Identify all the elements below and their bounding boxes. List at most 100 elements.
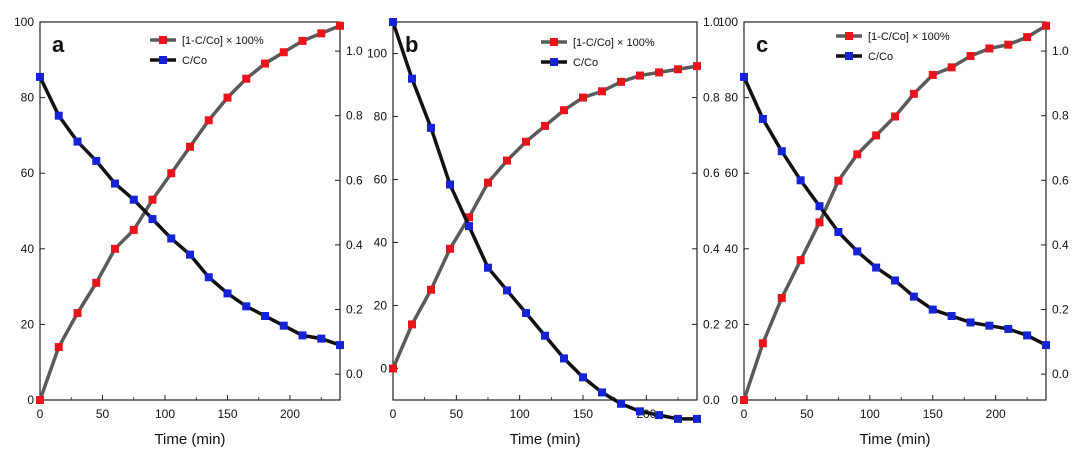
y-left-tick-label: 20 bbox=[21, 317, 35, 331]
data-point-c-co bbox=[446, 180, 454, 189]
data-point-c-co bbox=[740, 72, 748, 81]
data-point-c-co bbox=[54, 111, 63, 120]
data-point-c-co bbox=[966, 318, 975, 327]
y-left-tick-label: 80 bbox=[374, 110, 388, 124]
data-point-removal bbox=[186, 142, 194, 151]
y-left-tick-label: 0 bbox=[27, 393, 34, 407]
legend-marker bbox=[159, 36, 167, 44]
data-point-c-co bbox=[541, 331, 549, 340]
data-point-removal bbox=[796, 256, 805, 265]
data-point-c-co bbox=[655, 411, 663, 420]
x-tick-label: 100 bbox=[155, 407, 175, 421]
legend-marker bbox=[159, 56, 167, 64]
y-left-tick-label: 20 bbox=[725, 317, 739, 331]
data-point-c-co bbox=[560, 354, 568, 363]
data-point-c-co bbox=[204, 273, 213, 282]
data-point-c-co bbox=[579, 373, 587, 382]
data-point-c-co bbox=[503, 286, 511, 295]
data-point-c-co bbox=[522, 309, 530, 318]
y-right-tick-label: 0.8 bbox=[1052, 109, 1069, 123]
data-point-c-co bbox=[693, 414, 701, 423]
data-point-c-co bbox=[111, 179, 119, 188]
data-point-c-co bbox=[758, 114, 767, 123]
data-point-removal bbox=[985, 44, 994, 53]
data-point-c-co bbox=[834, 228, 843, 236]
plot-frame bbox=[743, 21, 1047, 401]
data-point-removal bbox=[317, 29, 326, 38]
data-point-removal bbox=[336, 21, 344, 30]
data-point-removal bbox=[617, 77, 625, 86]
data-point-removal bbox=[1042, 21, 1050, 30]
legend-label: [1-C/Co] × 100% bbox=[182, 35, 264, 47]
legend-marker bbox=[550, 58, 558, 66]
y-right-tick-label: 0.0 bbox=[346, 367, 363, 381]
chart-panel-a: 0 50 100 150 200 0 20 40 60 80 100 0.0 0.2 0.4 0.6 0.8 1… bbox=[14, 15, 363, 448]
data-point-removal bbox=[503, 156, 511, 165]
data-point-c-co bbox=[317, 334, 326, 343]
data-point-removal bbox=[223, 93, 232, 102]
y-left-tick-label: 80 bbox=[21, 91, 35, 105]
data-point-removal bbox=[928, 70, 937, 79]
data-point-removal bbox=[740, 396, 748, 404]
x-tick-label: 50 bbox=[800, 407, 814, 421]
x-tick-label: 50 bbox=[450, 407, 464, 421]
series-line-c-co bbox=[38, 76, 341, 347]
series-line-removal bbox=[38, 24, 341, 401]
y-left-tick-label: 100 bbox=[367, 47, 387, 61]
y-right-tick-label: 1.0 bbox=[1052, 44, 1069, 58]
y-right-tick-label: 0.2 bbox=[1052, 303, 1069, 317]
x-axis-label: Time (min) bbox=[154, 431, 225, 448]
data-point-removal bbox=[111, 244, 119, 253]
data-point-removal bbox=[92, 278, 101, 287]
data-point-c-co bbox=[92, 156, 101, 165]
legend-marker bbox=[845, 32, 853, 40]
data-point-removal bbox=[298, 36, 307, 45]
data-point-removal bbox=[1023, 33, 1032, 42]
data-point-removal bbox=[465, 213, 473, 222]
y-left-tick-label: 40 bbox=[374, 236, 388, 250]
y-right-tick-label: 1.0 bbox=[703, 15, 720, 29]
legend-marker bbox=[845, 52, 853, 60]
x-tick-label: 150 bbox=[923, 407, 943, 421]
data-point-removal bbox=[167, 169, 176, 178]
data-point-c-co bbox=[186, 250, 194, 259]
data-point-removal bbox=[408, 320, 416, 329]
y-left-tick-label: 0 bbox=[731, 393, 738, 407]
x-tick-label: 50 bbox=[96, 407, 110, 421]
data-point-c-co bbox=[261, 312, 269, 320]
panel-label: a bbox=[52, 32, 65, 57]
y-right-tick-label: 0.2 bbox=[703, 317, 720, 331]
data-point-c-co bbox=[985, 321, 994, 330]
data-point-removal bbox=[148, 195, 157, 204]
legend-label: [1-C/Co] × 100% bbox=[573, 37, 655, 49]
y-right-tick-label: 0.4 bbox=[703, 242, 720, 256]
x-tick-label: 200 bbox=[986, 407, 1006, 421]
y-right-tick-label: 0.6 bbox=[1052, 173, 1069, 187]
x-tick-label: 100 bbox=[860, 407, 880, 421]
legend-label: [1-C/Co] × 100% bbox=[868, 31, 950, 43]
data-point-removal bbox=[261, 59, 269, 68]
data-point-c-co bbox=[928, 305, 937, 314]
y-right-tick-label: 0.6 bbox=[703, 166, 720, 180]
legend-label: C/Co bbox=[868, 51, 893, 63]
y-left-tick-label: 0 bbox=[380, 362, 387, 376]
data-point-removal bbox=[655, 68, 663, 77]
data-point-removal bbox=[242, 74, 251, 83]
x-tick-label: 0 bbox=[741, 407, 748, 421]
data-point-c-co bbox=[465, 222, 473, 231]
y-right-tick-label: 1.0 bbox=[346, 44, 363, 58]
x-axis-label: Time (min) bbox=[509, 431, 580, 448]
legend-label: C/Co bbox=[182, 55, 207, 67]
y-right-tick-label: 0.4 bbox=[346, 238, 363, 252]
data-point-removal bbox=[872, 131, 881, 140]
chart-panel-b: 0 50 100 150 2000204060801000.00.20.40.60.81… bbox=[367, 15, 720, 448]
y-right-tick-label: 0.2 bbox=[346, 303, 363, 317]
data-point-removal bbox=[446, 244, 454, 253]
data-point-removal bbox=[73, 309, 82, 318]
data-point-c-co bbox=[73, 137, 82, 146]
data-point-removal bbox=[579, 93, 587, 102]
data-point-removal bbox=[541, 121, 549, 130]
y-left-tick-label: 60 bbox=[21, 166, 35, 180]
